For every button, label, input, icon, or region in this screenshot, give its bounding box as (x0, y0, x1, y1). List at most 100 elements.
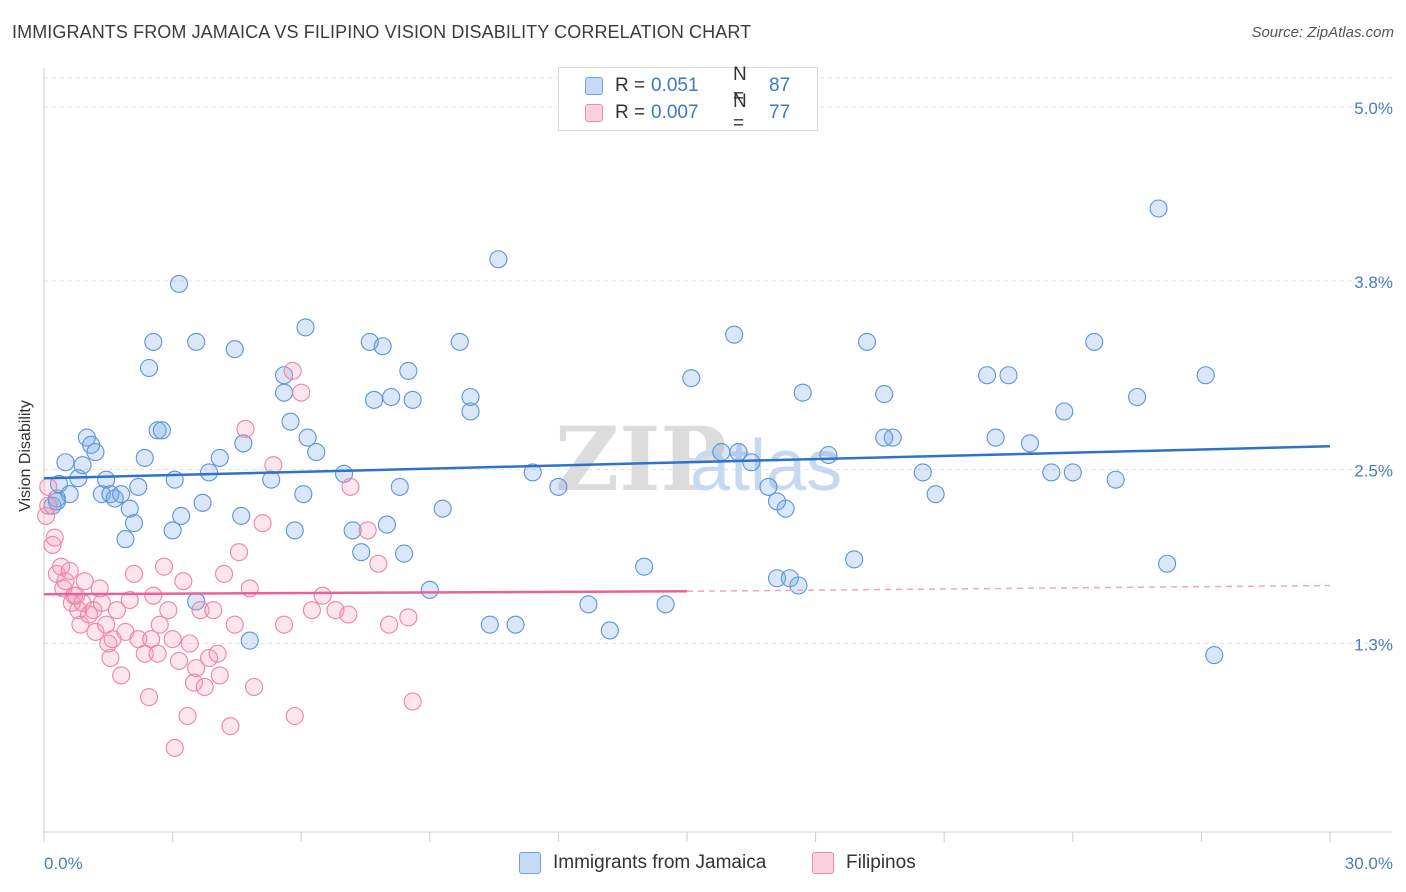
jamaica-point (116, 530, 135, 549)
jamaica-point (1158, 554, 1177, 573)
legend-r-value: 0.051 (651, 75, 699, 96)
legend-swatch-jamaica (585, 77, 603, 95)
jamaica-point (480, 615, 499, 634)
series-legend-jamaica[interactable]: Immigrants from Jamaica (519, 852, 766, 874)
filipino-point (339, 605, 358, 624)
filipino-point (302, 601, 321, 620)
jamaica-point (403, 390, 422, 409)
filipino-point (159, 601, 178, 620)
jamaica-point (395, 544, 414, 563)
series-swatch-jamaica (519, 852, 541, 874)
filipino-point (169, 651, 189, 670)
filipino-point (225, 615, 244, 634)
jamaica-point (307, 443, 326, 462)
series-legend-filipinos[interactable]: Filipinos (812, 852, 916, 874)
filipino-point (86, 622, 105, 641)
filipino-point (195, 677, 214, 697)
tick-labels: 1.3% 2.5% 3.8% 5.0% 0.0% 30.0% (44, 99, 1393, 873)
jamaica-point (523, 463, 542, 482)
jamaica-point (1055, 402, 1074, 421)
jamaica-point (148, 421, 167, 440)
legend-n-value: 87 (769, 75, 791, 96)
jamaica-point (845, 550, 864, 569)
jamaica-point (549, 477, 568, 496)
source-label: Source: ZipAtlas.com (1251, 24, 1394, 41)
filipino-point (120, 590, 139, 610)
filipino-point (60, 561, 79, 581)
legend-row-filipinos: R = 0.007 N = 77 (585, 91, 790, 134)
jamaica-point (767, 569, 787, 588)
filipino-point (107, 601, 126, 620)
filipino-point (358, 521, 377, 540)
jamaica-point (682, 369, 701, 388)
jamaica-point (120, 499, 139, 518)
jamaica-point (433, 499, 452, 518)
jamaica-point (793, 383, 812, 402)
legend-n-label: N = (733, 64, 747, 107)
filipino-point (283, 361, 302, 380)
filipino-point (313, 586, 332, 605)
filipino-point (244, 677, 264, 697)
jamaica-point (857, 332, 877, 351)
filipino-trend-line (43, 590, 688, 596)
filipino-point (39, 496, 58, 515)
filipino-point (285, 706, 304, 726)
jamaica-point (986, 428, 1005, 447)
jamaica-point (199, 463, 219, 482)
series-legend: Immigrants from Jamaica Filipinos (0, 852, 1406, 876)
filipino-point (90, 579, 109, 598)
jamaica-point (86, 443, 105, 462)
legend-r-label: R = (615, 75, 646, 96)
jamaica-trend-line (43, 445, 1331, 480)
filipino-point (163, 630, 182, 649)
filipino-point (253, 514, 272, 533)
filipino-point (39, 477, 58, 496)
legend-r-label: R = (615, 102, 646, 123)
jamaica-point (399, 361, 418, 380)
series-legend-label: Filipinos (846, 852, 916, 873)
filipino-point (178, 706, 197, 726)
jamaica-point (139, 358, 159, 378)
legend-row-jamaica: R = 0.051 N = 87 (585, 64, 791, 107)
filipino-point (139, 688, 159, 707)
filipino-point (191, 601, 210, 620)
filipino-point (380, 615, 399, 634)
jamaica-point (124, 514, 144, 533)
jamaica-point (163, 521, 182, 540)
jamaica-point (1085, 332, 1104, 351)
jamaica-point (232, 506, 251, 525)
jamaica-point (1128, 387, 1147, 407)
filipino-point (403, 692, 422, 711)
filipino-point (184, 673, 204, 692)
jamaica-point (234, 434, 253, 453)
jamaica-point (298, 428, 317, 447)
jamaica-point (144, 332, 163, 351)
jamaica-point (285, 521, 304, 540)
jamaica-point (187, 332, 206, 351)
filipino-point (124, 564, 144, 583)
jamaica-point (1149, 199, 1168, 218)
filipino-point (45, 528, 64, 547)
legend-r-value: 0.007 (651, 102, 699, 123)
correlation-legend: R = 0.051 N = 87 R = 0.007 N = 77 (558, 64, 818, 134)
jamaica-point (913, 463, 932, 482)
jamaica-point (656, 595, 675, 614)
filipino-trend-extension (686, 584, 1331, 593)
filipino-point (264, 456, 283, 475)
jamaica-point (390, 477, 409, 496)
x-tick-label: 30.0% (1345, 854, 1393, 873)
filipino-point (56, 572, 75, 591)
jamaica-point (461, 402, 480, 421)
jamaica-point (489, 250, 508, 269)
gridlines (44, 77, 1392, 644)
filipino-point (275, 615, 294, 634)
filipino-point (210, 666, 229, 685)
jamaica-point (135, 448, 154, 467)
jamaica-point (112, 485, 131, 504)
jamaica-point (875, 428, 894, 447)
y-tick-label: 1.3% (1354, 636, 1393, 655)
axes (43, 68, 1392, 842)
filipino-point (180, 634, 199, 653)
filipino-point (92, 593, 111, 612)
